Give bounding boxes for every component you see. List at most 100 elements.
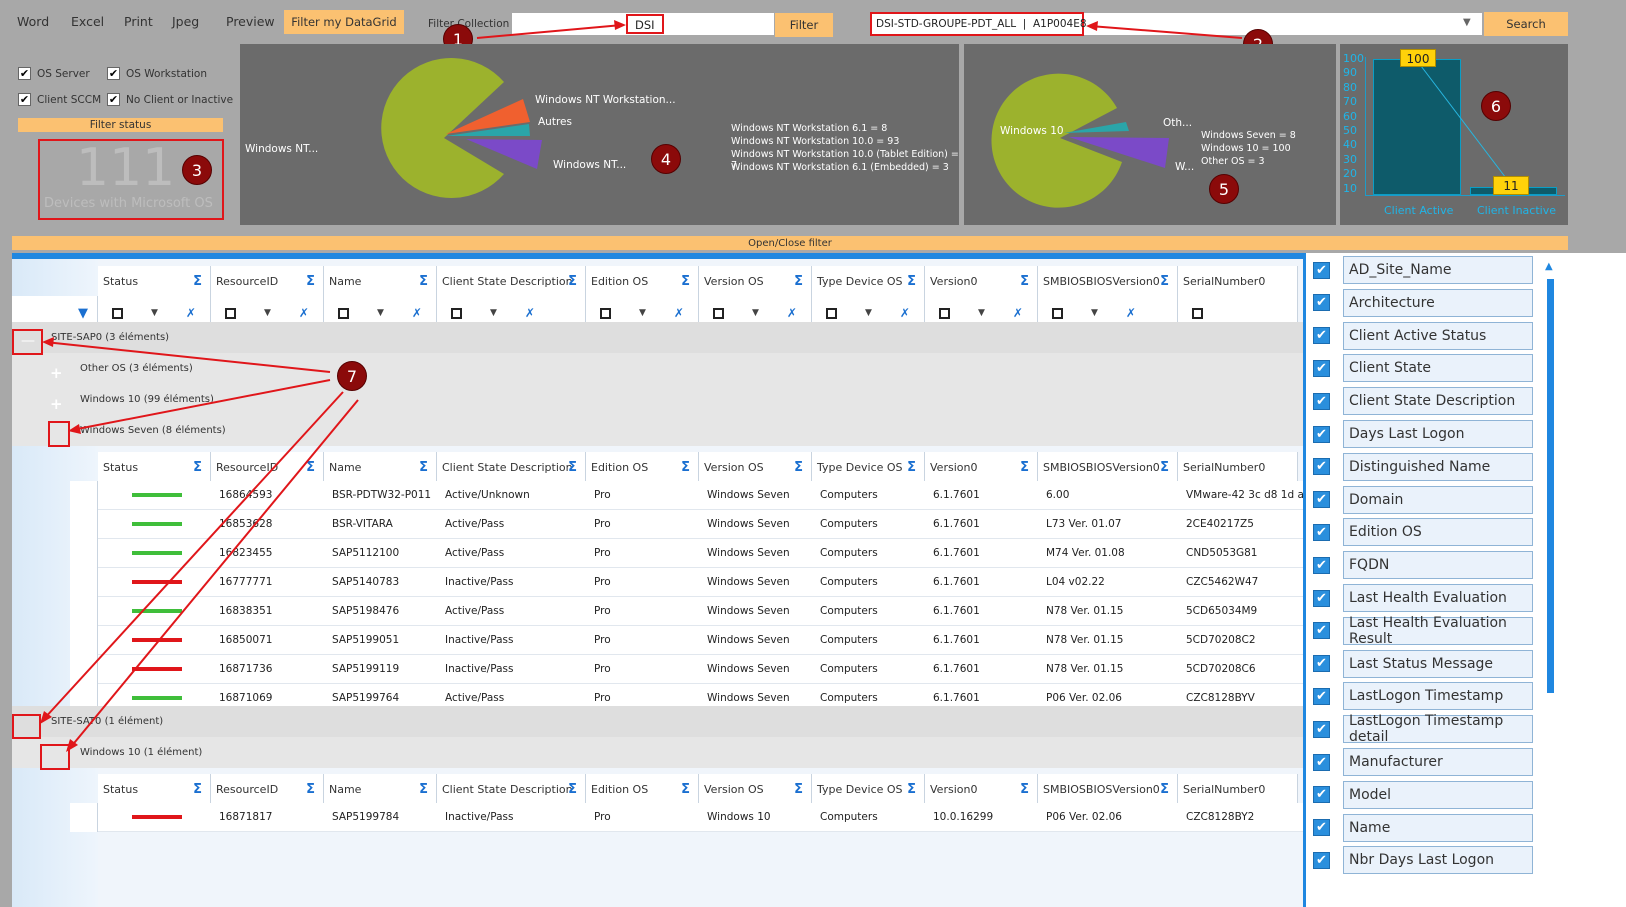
column-toggle-model[interactable]: ✔ Model — [1313, 780, 1533, 809]
dropdown-icon[interactable]: ▼ — [377, 308, 384, 318]
column-toggle-nbr-days-last-logon[interactable]: ✔ Nbr Days Last Logon — [1313, 846, 1533, 875]
sum-icon[interactable]: Σ — [907, 781, 916, 797]
dropdown-icon[interactable]: ▼ — [264, 308, 271, 318]
row-indicator[interactable] — [70, 568, 98, 597]
column-header-status[interactable]: Status Σ — [98, 774, 211, 804]
row-indicator[interactable] — [70, 481, 98, 510]
table-row[interactable]: 16864593 BSR-PDTW32-P011 Active/Unknown Pro… — [70, 481, 1311, 510]
column-toggle-last-health-evaluation-result[interactable]: ✔ Last Health Evaluation Result — [1313, 615, 1533, 647]
table-row[interactable]: 16823455 SAP5112100 Active/Pass Pro Windows … — [70, 539, 1303, 568]
menu-jpeg[interactable]: Jpeg — [172, 14, 200, 29]
checkbox-checked-icon[interactable]: ✔ — [1313, 425, 1330, 443]
sum-icon[interactable]: Σ — [193, 781, 202, 797]
filter-checkbox-icon[interactable] — [338, 307, 349, 319]
column-header-name[interactable]: Name Σ — [324, 452, 437, 482]
checkbox-checked-icon[interactable]: ✔ — [1313, 294, 1330, 312]
collection-select[interactable] — [870, 13, 1482, 35]
group-windows-10-b[interactable]: Windows 10 (1 élément) — [12, 737, 1303, 768]
sum-icon[interactable]: Σ — [1020, 459, 1029, 475]
column-toggle-ad-site-name[interactable]: ✔ AD_Site_Name — [1313, 256, 1533, 284]
checkbox-checked-icon[interactable]: ✔ — [1313, 851, 1330, 869]
row-indicator[interactable] — [70, 597, 98, 626]
sum-icon[interactable]: Σ — [1160, 273, 1169, 289]
expand-icon[interactable]: + — [50, 364, 63, 382]
column-header-client-state-description[interactable]: Client State Description Σ — [437, 266, 586, 296]
sum-icon[interactable]: Σ — [419, 273, 428, 289]
sum-icon[interactable]: Σ — [794, 273, 803, 289]
filter-button[interactable]: Filter — [775, 13, 833, 37]
table-row[interactable]: 16871736 SAP5199119 Inactive/Pass Pro Window… — [70, 655, 1303, 684]
row-indicator[interactable] — [70, 803, 98, 832]
column-header-serialnumber0[interactable]: SerialNumber0 — [1178, 774, 1298, 804]
filter-status-button[interactable]: Filter status — [18, 118, 223, 132]
row-indicator[interactable] — [70, 510, 98, 539]
search-button[interactable]: Search — [1484, 12, 1568, 36]
table-row[interactable]: 16850071 SAP5199051 Inactive/Pass Pro Window… — [70, 626, 1303, 655]
clear-filter-icon[interactable]: ✗ — [786, 306, 797, 320]
group-windows-seven[interactable]: Windows Seven (8 éléments) — [12, 415, 1303, 446]
filter-checkbox-icon[interactable] — [451, 307, 462, 319]
column-header-edition-os[interactable]: Edition OS Σ — [586, 774, 699, 804]
dropdown-icon[interactable]: ▼ — [865, 308, 872, 318]
sum-icon[interactable]: Σ — [681, 273, 690, 289]
group-site-sat0[interactable]: SITE-SAT0 (1 élément) — [12, 706, 1303, 737]
column-toggle-lastlogon-timestamp[interactable]: ✔ LastLogon Timestamp — [1313, 682, 1533, 711]
sum-icon[interactable]: Σ — [306, 781, 315, 797]
column-header-status[interactable]: Status Σ — [98, 452, 211, 482]
os-server-checkbox[interactable]: ✔ OS Server — [18, 67, 90, 80]
checkbox-checked-icon[interactable]: ✔ — [1313, 687, 1330, 705]
filter-checkbox-icon[interactable] — [112, 307, 123, 319]
filter-checkbox-icon[interactable] — [1192, 307, 1203, 319]
checkbox-checked-icon[interactable]: ✔ — [1313, 753, 1330, 771]
checkbox-checked-icon[interactable]: ✔ — [1313, 655, 1330, 673]
checkbox-checked-icon[interactable]: ✔ — [1313, 458, 1330, 476]
column-header-resourceid[interactable]: ResourceID Σ — [211, 774, 324, 804]
column-toggle-last-health-evaluation[interactable]: ✔ Last Health Evaluation — [1313, 584, 1533, 612]
clear-filter-icon[interactable]: ✗ — [673, 306, 684, 320]
column-header-name[interactable]: Name Σ — [324, 774, 437, 804]
no-client-checkbox[interactable]: ✔ No Client or Inactive — [107, 93, 233, 106]
filter-checkbox-icon[interactable] — [1052, 307, 1063, 319]
checkbox-checked-icon[interactable]: ✔ — [1313, 359, 1330, 377]
os-workstation-checkbox[interactable]: ✔ OS Workstation — [107, 67, 207, 80]
sum-icon[interactable]: Σ — [907, 273, 916, 289]
checkbox-checked-icon[interactable]: ✔ — [1313, 589, 1330, 607]
column-header-version-os[interactable]: Version OS Σ — [699, 452, 812, 482]
row-indicator[interactable] — [70, 655, 98, 684]
column-toggle-edition-os[interactable]: ✔ Edition OS — [1313, 518, 1533, 547]
menu-preview[interactable]: Preview — [226, 14, 275, 29]
sum-icon[interactable]: Σ — [681, 459, 690, 475]
filter-checkbox-icon[interactable] — [600, 307, 611, 319]
checkbox-checked-icon[interactable]: ✔ — [1313, 622, 1330, 640]
checkbox-checked-icon[interactable]: ✔ — [1313, 392, 1330, 410]
dropdown-icon[interactable]: ▼ — [978, 308, 985, 318]
clear-filter-icon[interactable]: ✗ — [1012, 306, 1023, 320]
sum-icon[interactable]: Σ — [193, 273, 202, 289]
dropdown-icon[interactable]: ▼ — [1091, 308, 1098, 318]
column-toggle-lastlogon-timestamp-detail[interactable]: ✔ LastLogon Timestamp detail — [1313, 713, 1533, 745]
dropdown-icon[interactable]: ▼ — [639, 308, 646, 318]
column-toggle-name[interactable]: ✔ Name — [1313, 813, 1533, 842]
dropdown-icon[interactable]: ▼ — [752, 308, 759, 318]
open-close-filter-bar[interactable]: Open/Close filter — [12, 236, 1568, 250]
menu-excel[interactable]: Excel — [71, 14, 105, 29]
sum-icon[interactable]: Σ — [907, 459, 916, 475]
client-sccm-checkbox[interactable]: ✔ Client SCCM — [18, 93, 101, 106]
checkbox-checked-icon[interactable]: ✔ — [1313, 720, 1330, 738]
chevron-down-icon[interactable]: ▼ — [1463, 17, 1471, 28]
sum-icon[interactable]: Σ — [306, 273, 315, 289]
column-toggle-client-state-description[interactable]: ✔ Client State Description — [1313, 387, 1533, 416]
table-row[interactable]: 16871817 SAP5199784 Inactive/Pass Pro Window… — [70, 803, 1303, 832]
column-header-version0[interactable]: Version0 Σ — [925, 452, 1038, 482]
column-header-serialnumber0[interactable]: SerialNumber0 — [1178, 266, 1298, 296]
clear-filter-icon[interactable]: ✗ — [411, 306, 422, 320]
expand-icon[interactable]: + — [50, 395, 63, 413]
column-header-serialnumber0[interactable]: SerialNumber0 — [1178, 452, 1298, 482]
column-header-name[interactable]: Name Σ — [324, 266, 437, 296]
column-toggle-domain[interactable]: ✔ Domain — [1313, 485, 1533, 514]
group-site-sap0[interactable]: SITE-SAP0 (3 éléments) — [12, 322, 1303, 353]
column-toggle-distinguished-name[interactable]: ✔ Distinguished Name — [1313, 452, 1533, 481]
column-toggle-manufacturer[interactable]: ✔ Manufacturer — [1313, 748, 1533, 776]
filter-checkbox-icon[interactable] — [826, 307, 837, 319]
sum-icon[interactable]: Σ — [1020, 781, 1029, 797]
